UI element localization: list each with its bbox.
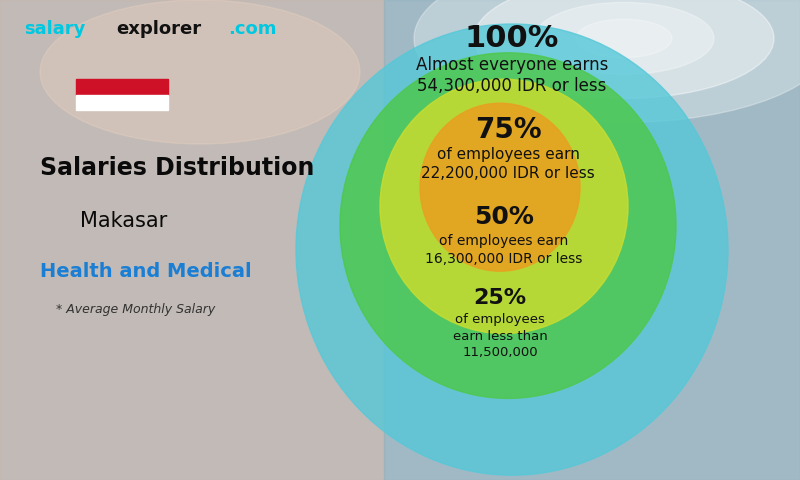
Text: earn less than: earn less than — [453, 329, 547, 343]
Bar — [0, 0, 384, 480]
Ellipse shape — [414, 0, 800, 122]
Text: * Average Monthly Salary: * Average Monthly Salary — [56, 303, 215, 316]
Text: 100%: 100% — [465, 24, 559, 53]
Text: Almost everyone earns: Almost everyone earns — [416, 56, 608, 74]
Text: 25%: 25% — [474, 288, 526, 308]
Text: Health and Medical: Health and Medical — [40, 262, 252, 281]
Text: salary: salary — [24, 20, 86, 38]
Ellipse shape — [340, 53, 676, 398]
Bar — [384, 0, 800, 480]
Text: 16,300,000 IDR or less: 16,300,000 IDR or less — [426, 252, 582, 266]
Text: of employees: of employees — [455, 312, 545, 326]
Text: 54,300,000 IDR or less: 54,300,000 IDR or less — [418, 77, 606, 96]
Ellipse shape — [420, 103, 580, 271]
Text: Salaries Distribution: Salaries Distribution — [40, 156, 314, 180]
Text: Makasar: Makasar — [80, 211, 167, 231]
Text: explorer: explorer — [116, 20, 201, 38]
Ellipse shape — [296, 24, 728, 475]
Ellipse shape — [40, 0, 360, 144]
Text: 11,500,000: 11,500,000 — [462, 346, 538, 360]
Bar — [76, 95, 168, 110]
Text: 75%: 75% — [474, 116, 542, 144]
Text: of employees earn: of employees earn — [437, 147, 579, 162]
Ellipse shape — [380, 79, 628, 334]
Bar — [76, 79, 168, 95]
Text: .com: .com — [228, 20, 277, 38]
Ellipse shape — [576, 19, 672, 58]
Text: of employees earn: of employees earn — [439, 234, 569, 248]
Text: 22,200,000 IDR or less: 22,200,000 IDR or less — [421, 166, 595, 181]
Ellipse shape — [534, 2, 714, 74]
Text: 50%: 50% — [474, 205, 534, 229]
Ellipse shape — [474, 0, 774, 98]
